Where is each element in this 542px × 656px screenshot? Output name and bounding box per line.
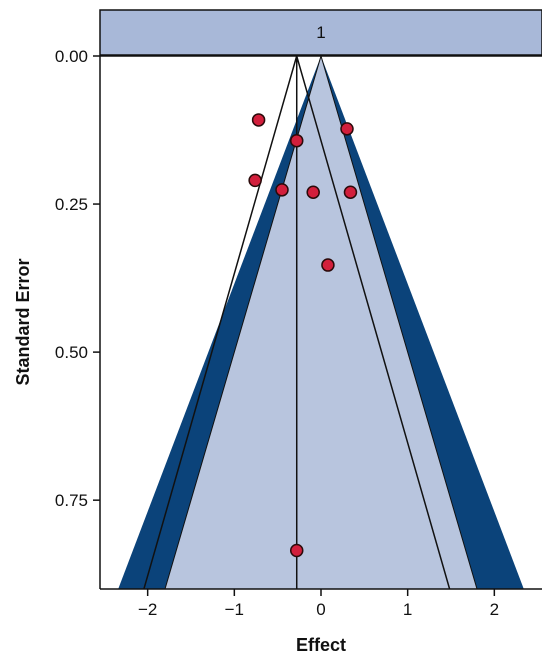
- y-tick-label: 0.00: [55, 47, 88, 66]
- y-axis-title: Standard Error: [13, 258, 33, 385]
- inner-significance-region: [164, 56, 478, 589]
- y-axis-ticks: 0.00 0.25 0.50 0.75: [55, 47, 100, 510]
- study-point: [289, 543, 304, 558]
- facet-label: 1: [316, 23, 325, 42]
- y-tick-label: 0.50: [55, 343, 88, 362]
- pooled-ci-funnel: [143, 56, 451, 589]
- x-tick-label: 1: [403, 600, 412, 619]
- study-point: [289, 133, 304, 148]
- study-point: [343, 185, 358, 199]
- study-point: [340, 122, 354, 136]
- x-tick-label: −1: [225, 600, 244, 619]
- facet-strip: [99, 9, 542, 56]
- y-tick-label: 0.25: [55, 195, 88, 214]
- study-points: [248, 113, 358, 558]
- study-point: [306, 185, 320, 199]
- x-axis-ticks: −2 −1 0 1 2: [138, 589, 499, 619]
- y-tick-label: 0.75: [55, 491, 88, 510]
- study-point: [321, 258, 335, 272]
- study-point: [275, 183, 289, 197]
- x-tick-label: 0: [316, 600, 325, 619]
- x-axis-title: Effect: [296, 635, 346, 655]
- x-tick-label: −2: [138, 600, 157, 619]
- study-point: [251, 113, 266, 127]
- study-point: [248, 173, 262, 188]
- x-tick-label: 2: [490, 600, 499, 619]
